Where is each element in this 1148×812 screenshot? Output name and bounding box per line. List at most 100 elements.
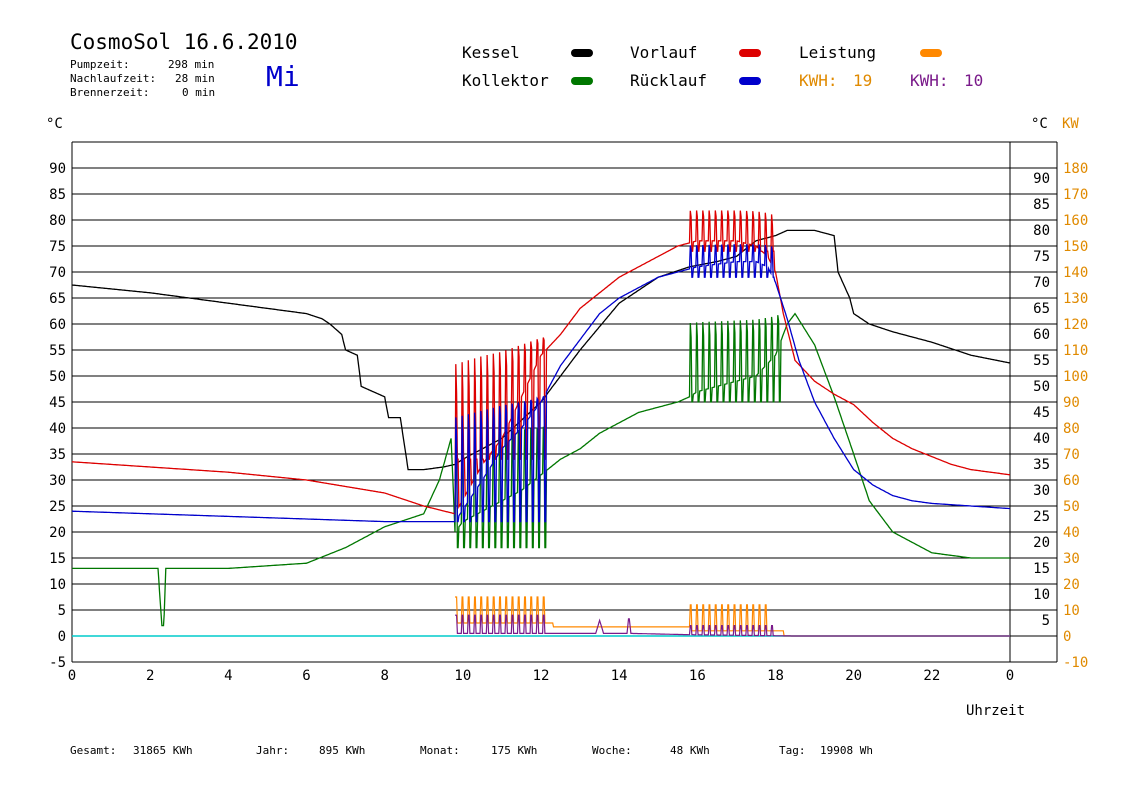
legend-kessel-label: Kessel (462, 43, 520, 62)
legend-ruecklauf-label: Rücklauf (630, 71, 708, 90)
series-layer (71, 210, 1011, 637)
y-tick-right-65: 65 (1033, 301, 1050, 317)
x-tick-2: 4 (224, 668, 232, 684)
x-tick-10: 20 (845, 668, 862, 684)
x-tick-12: 0 (1006, 668, 1014, 684)
y-tick-left-55: 55 (49, 343, 66, 359)
legend-ruecklauf-swatch (739, 77, 761, 85)
y-tick-left-15: 15 (49, 551, 66, 567)
kw-tick--10: -10 (1063, 655, 1088, 671)
kw-tick-100: 100 (1063, 369, 1088, 385)
y-tick-left-45: 45 (49, 395, 66, 411)
kw-tick-80: 80 (1063, 421, 1080, 437)
kw-tick-0: 0 (1063, 629, 1071, 645)
y-tick-right-10: 10 (1033, 587, 1050, 603)
x-tick-4: 8 (380, 668, 388, 684)
x-tick-7: 14 (611, 668, 628, 684)
legend-vorlauf-swatch (739, 49, 761, 57)
y-tick-right-90: 90 (1033, 171, 1050, 187)
kw-tick-10: 10 (1063, 603, 1080, 619)
footer-tag-label: Tag: (779, 744, 806, 757)
x-tick-8: 16 (689, 668, 706, 684)
chart-title: CosmoSol 16.6.2010 (70, 30, 298, 54)
y-tick-left-35: 35 (49, 447, 66, 463)
y-tick-right-25: 25 (1033, 509, 1050, 525)
kw-tick-70: 70 (1063, 447, 1080, 463)
footer-woche-value: 48 KWh (670, 744, 710, 757)
info-nachlaufzeit-label: Nachlaufzeit: (70, 72, 157, 85)
x-tick-11: 22 (923, 668, 940, 684)
kw-tick-20: 20 (1063, 577, 1080, 593)
x-tick-6: 12 (533, 668, 550, 684)
y-tick-right-85: 85 (1033, 197, 1050, 213)
legend-kwh1-value: 19 (853, 71, 873, 90)
y-tick-left-85: 85 (49, 187, 66, 203)
y-axis-label-left: °C (46, 116, 63, 132)
y-tick-right-20: 20 (1033, 535, 1050, 551)
info-nachlaufzeit-value: 28 min (175, 72, 215, 85)
kw-tick-130: 130 (1063, 291, 1088, 307)
y-tick-right-45: 45 (1033, 405, 1050, 421)
y-tick-left-20: 20 (49, 525, 66, 541)
kw-tick-30: 30 (1063, 551, 1080, 567)
legend-kollektor-label: Kollektor (462, 71, 549, 90)
footer-woche-label: Woche: (592, 744, 632, 757)
y-tick-right-5: 5 (1042, 613, 1050, 629)
y-tick-right-15: 15 (1033, 561, 1050, 577)
y-axis-label-right: °C (1031, 116, 1048, 132)
kw-tick-140: 140 (1063, 265, 1088, 281)
info-pumpzeit-label: Pumpzeit: (70, 58, 130, 71)
x-tick-3: 6 (302, 668, 310, 684)
kw-tick-150: 150 (1063, 239, 1088, 255)
series-line-vorlauf (71, 210, 1011, 515)
info-brennerzeit-value: 0 min (182, 86, 216, 99)
legend-kessel-swatch (571, 49, 593, 57)
footer-tag-value: 19908 Wh (820, 744, 873, 757)
y-tick-left-75: 75 (49, 239, 66, 255)
kw-tick-60: 60 (1063, 473, 1080, 489)
info-pumpzeit-value: 298 min (168, 58, 215, 71)
kw-tick-110: 110 (1063, 343, 1088, 359)
legend-vorlauf-label: Vorlauf (630, 43, 698, 62)
y-tick-right-50: 50 (1033, 379, 1050, 395)
y-tick-right-30: 30 (1033, 483, 1050, 499)
y-tick-left-40: 40 (49, 421, 66, 437)
footer-jahr-label: Jahr: (256, 744, 290, 757)
legend-leistung-label: Leistung (799, 43, 877, 62)
y-tick-left-25: 25 (49, 499, 66, 515)
y-tick-right-60: 60 (1033, 327, 1050, 343)
legend-kwh2-value: 10 (964, 71, 984, 90)
y-tick-left-50: 50 (49, 369, 66, 385)
info-brennerzeit-label: Brennerzeit: (70, 86, 150, 99)
grid-layer (71, 141, 1058, 663)
y-tick-right-80: 80 (1033, 223, 1050, 239)
footer-gesamt-value: 31865 KWh (133, 744, 193, 757)
kw-tick-50: 50 (1063, 499, 1080, 515)
series-line-kollektor (72, 312, 1010, 627)
kw-tick-160: 160 (1063, 213, 1088, 229)
x-axis-label: Uhrzeit (966, 703, 1025, 719)
y-tick-left-10: 10 (49, 577, 66, 593)
power-line-leistung2 (455, 614, 1010, 637)
y-tick-left-0: 0 (58, 629, 66, 645)
kw-tick-170: 170 (1063, 187, 1088, 203)
kw-axis-label: KW (1062, 116, 1079, 132)
x-tick-9: 18 (767, 668, 784, 684)
y-tick-right-35: 35 (1033, 457, 1050, 473)
y-tick-left-65: 65 (49, 291, 66, 307)
legend-leistung-swatch (920, 49, 942, 57)
y-tick-right-70: 70 (1033, 275, 1050, 291)
axis-layer: 908580757065605550454035302520151050-590… (46, 116, 1088, 719)
x-tick-0: 0 (68, 668, 76, 684)
x-tick-5: 10 (454, 668, 471, 684)
kw-tick-180: 180 (1063, 161, 1088, 177)
legend-kwh2-label: KWH: (910, 71, 949, 90)
footer-gesamt-label: Gesamt: (70, 744, 117, 757)
y-tick-left-5: 5 (58, 603, 66, 619)
x-tick-1: 2 (146, 668, 154, 684)
kw-tick-40: 40 (1063, 525, 1080, 541)
kw-tick-90: 90 (1063, 395, 1080, 411)
y-tick-left-70: 70 (49, 265, 66, 281)
y-tick-left-60: 60 (49, 317, 66, 333)
